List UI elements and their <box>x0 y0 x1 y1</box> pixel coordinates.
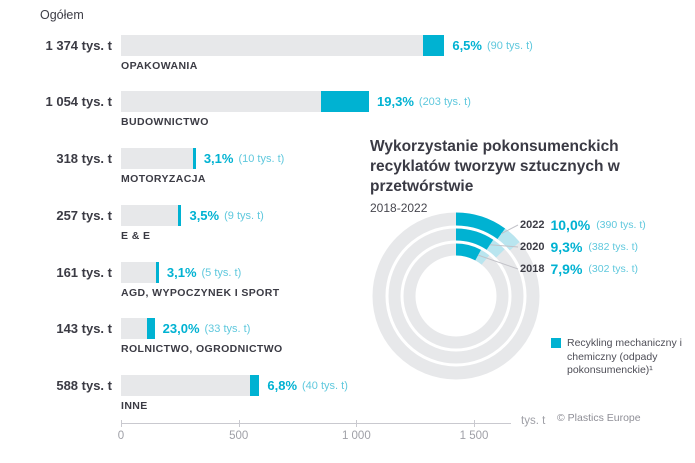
donut-ring-arc <box>403 243 509 349</box>
bar-row: 143 tys. t ROLNICTWO, OGRODNICTWO 23,0% … <box>0 318 560 366</box>
category-label: ROLNICTWO, OGRODNICTWO <box>121 343 283 355</box>
bar-recyclate-segment <box>192 148 196 169</box>
bar-row: 1 054 tys. t BUDOWNICTWO 19,3% (203 tys.… <box>0 91 560 139</box>
pct-wrap: 3,1% (5 tys. t) <box>167 262 241 283</box>
pct-wrap: 23,0% (33 tys. t) <box>163 318 251 339</box>
category-total: 318 tys. t <box>56 151 112 166</box>
recyclate-amount: (40 tys. t) <box>302 379 348 392</box>
donut-year-row: 2020 9,3% (382 tys. t) <box>520 239 638 255</box>
donut-year: 2018 <box>520 263 545 275</box>
category-label: MOTORYZACJA <box>121 173 206 185</box>
bar-track <box>121 262 159 283</box>
recyclate-pct: 3,5% <box>189 208 220 223</box>
bar-track <box>121 148 196 169</box>
donut-leader-line <box>477 254 519 270</box>
x-axis: tys. t 0 500 1 000 1 500 <box>117 415 545 453</box>
category-total: 1 054 tys. t <box>45 94 113 109</box>
pct-wrap: 3,5% (9 tys. t) <box>189 205 263 226</box>
donut-amount: (382 tys. t) <box>588 241 639 253</box>
donut-year-row: 2022 10,0% (390 tys. t) <box>520 217 646 233</box>
bar-recyclate-segment <box>423 35 445 56</box>
bar-track <box>121 205 182 226</box>
bar-track <box>121 91 370 112</box>
axis-tick <box>356 420 358 427</box>
bar-track <box>121 318 155 339</box>
copyright: © Plastics Europe <box>557 412 641 424</box>
recyclate-pct: 23,0% <box>162 321 200 336</box>
axis-tick-label: 1 000 <box>341 430 371 442</box>
recyclate-amount: (33 tys. t) <box>204 322 251 335</box>
category-label: AGD, WYPOCZYNEK I SPORT <box>121 287 280 299</box>
category-total: 161 tys. t <box>56 265 112 280</box>
bar-recyclate-segment <box>146 318 155 339</box>
donut-leader-line <box>501 224 519 235</box>
bar-row: 161 tys. t AGD, WYPOCZYNEK I SPORT 3,1% … <box>0 262 560 310</box>
category-label: OPAKOWANIA <box>121 60 198 72</box>
axis-tick-label: 0 <box>117 430 125 442</box>
recyclate-pct: 6,5% <box>452 38 482 53</box>
donut-subtitle: 2018-2022 <box>370 201 428 216</box>
bar-recyclate-segment <box>178 205 182 226</box>
pct-wrap: 19,3% (203 tys. t) <box>377 91 471 112</box>
bar-row: 588 tys. t INNE 6,8% (40 tys. t) <box>0 375 560 423</box>
bar-row: 318 tys. t MOTORYZACJA 3,1% (10 tys. t) <box>0 148 560 196</box>
recyclate-amount: (90 tys. t) <box>486 39 533 52</box>
category-total: 1 374 tys. t <box>45 38 113 53</box>
bar-track <box>121 375 260 396</box>
recyclate-amount: (203 tys. t) <box>418 95 471 108</box>
donut-chart <box>372 212 540 380</box>
donut-pct: 10,0% <box>550 217 591 233</box>
donut-amount: (390 tys. t) <box>596 219 646 231</box>
bar-track <box>121 35 445 56</box>
category-label: INNE <box>121 400 148 412</box>
axis-tick <box>238 420 240 427</box>
recyclate-pct: 6,8% <box>267 378 298 393</box>
recyclate-amount: (5 tys. t) <box>201 266 242 279</box>
axis-tick <box>474 420 475 427</box>
legend: Recykling mechaniczny i chemiczny (odpad… <box>551 337 689 378</box>
category-total: 143 tys. t <box>56 321 112 336</box>
donut-ring-arc <box>388 228 524 364</box>
recyclate-amount: (9 tys. t) <box>224 209 264 222</box>
donut-pct: 7,9% <box>550 261 583 277</box>
recyclate-amount: (10 tys. t) <box>238 152 285 165</box>
axis-tick-label: 500 <box>229 430 249 442</box>
pct-wrap: 6,5% (90 tys. t) <box>452 35 532 56</box>
donut-ring-track <box>403 243 509 349</box>
bar-row: 1 374 tys. t OPAKOWANIA 6,5% (90 tys. t) <box>0 35 560 83</box>
donut-leader-line <box>489 244 519 248</box>
donut-title-block: Wykorzystanie pokonsumenckich recyklatów… <box>370 137 638 215</box>
bar-recyclate-segment <box>155 262 159 283</box>
donut-title: Wykorzystanie pokonsumenckich recyklatów… <box>370 138 620 195</box>
donut-year: 2022 <box>520 219 545 231</box>
overall-label: Ogółem <box>40 8 84 22</box>
category-total: 257 tys. t <box>56 208 112 223</box>
legend-label: Recykling mechaniczny i chemiczny (odpad… <box>567 337 682 377</box>
x-axis-line <box>121 423 511 424</box>
recyclate-pct: 3,1% <box>203 151 234 166</box>
recyclate-pct: 3,1% <box>166 265 197 280</box>
pct-wrap: 6,8% (40 tys. t) <box>267 375 347 396</box>
donut-year: 2020 <box>520 241 545 253</box>
category-label: E & E <box>121 230 151 242</box>
donut-ring-arc <box>372 212 540 380</box>
donut-year-row: 2018 7,9% (302 tys. t) <box>520 261 638 277</box>
category-label: BUDOWNICTWO <box>121 116 209 128</box>
axis-tick <box>121 420 122 427</box>
axis-tick-label: 1 500 <box>459 430 489 442</box>
bar-recyclate-segment <box>321 91 370 112</box>
bar-chart: 1 374 tys. t OPAKOWANIA 6,5% (90 tys. t)… <box>0 27 560 423</box>
category-total: 588 tys. t <box>56 378 112 393</box>
bar-recyclate-segment <box>249 375 260 396</box>
x-axis-unit: tys. t <box>521 415 546 427</box>
bar-row: 257 tys. t E & E 3,5% (9 tys. t) <box>0 205 560 253</box>
donut-amount: (302 tys. t) <box>588 263 639 275</box>
legend-swatch-icon <box>551 338 561 348</box>
donut-pct: 9,3% <box>550 239 583 255</box>
recyclate-pct: 19,3% <box>377 94 414 109</box>
pct-wrap: 3,1% (10 tys. t) <box>204 148 284 169</box>
